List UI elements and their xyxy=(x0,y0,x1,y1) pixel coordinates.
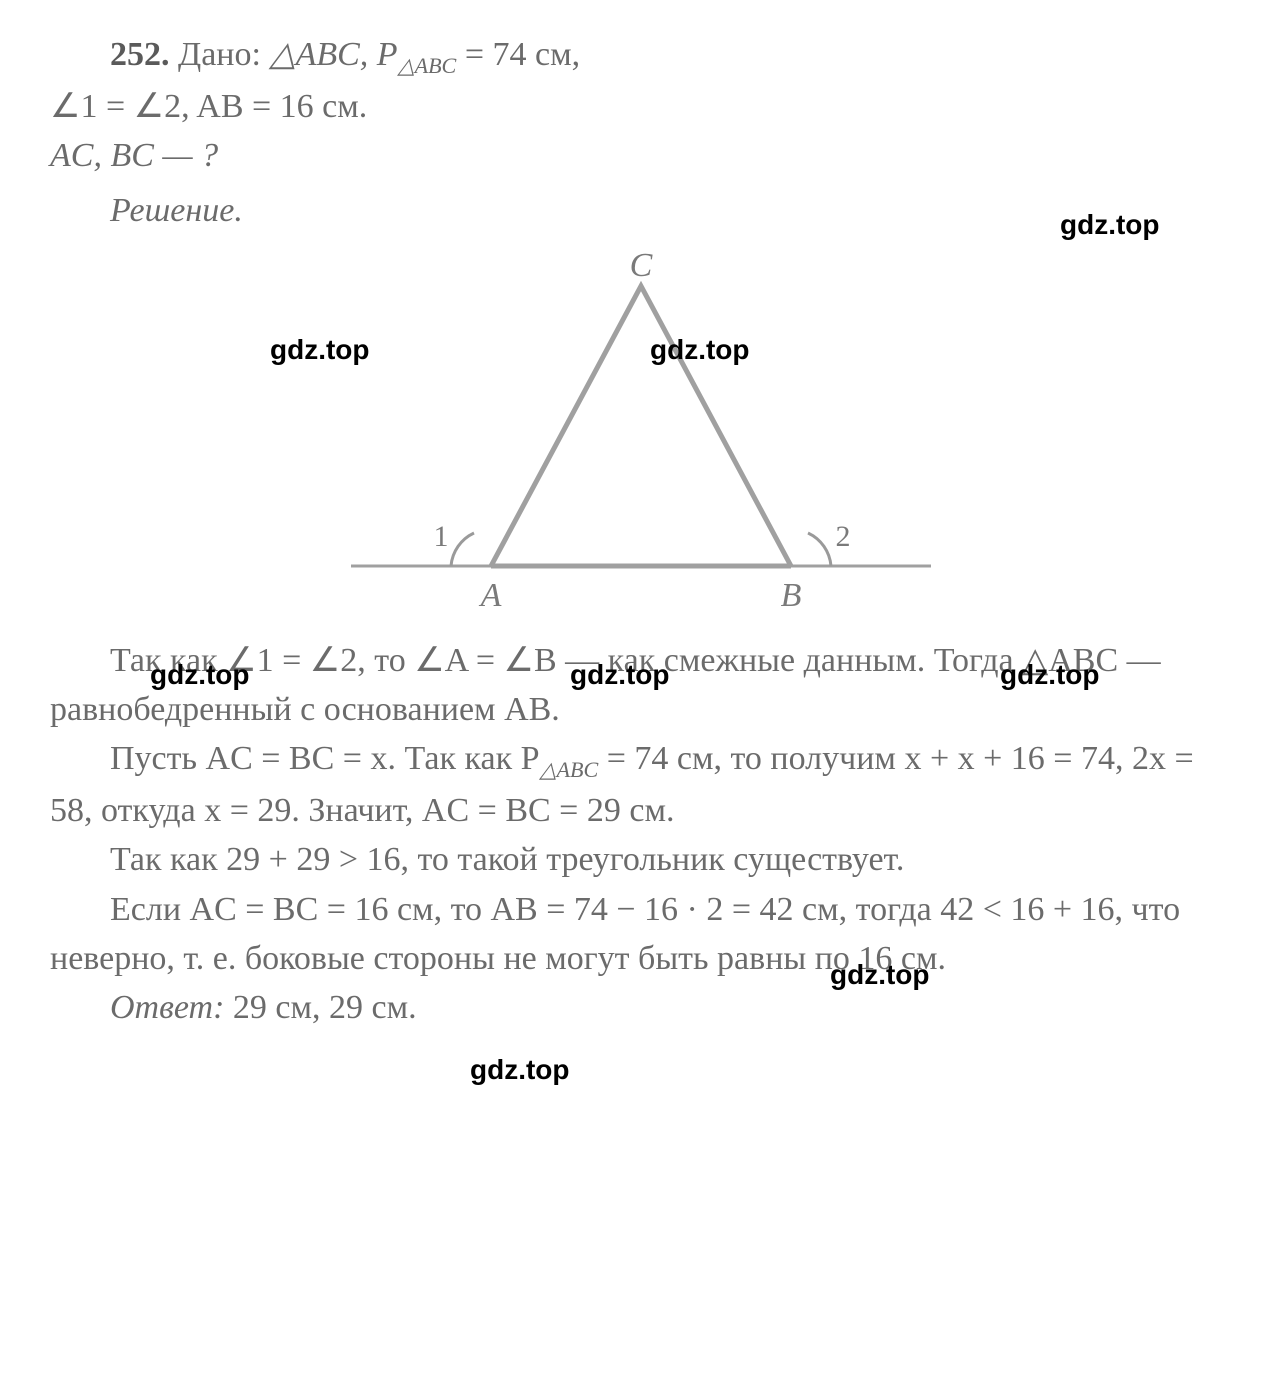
given-label: Дано: xyxy=(178,36,261,73)
answer-label: Ответ: xyxy=(110,989,224,1026)
paragraph-4: Если AC = BC = 16 см, то AB = 74 − 16 · … xyxy=(50,885,1231,984)
angle-arc-1 xyxy=(451,533,474,566)
watermark: gdz.top xyxy=(650,330,750,371)
watermark: gdz.top xyxy=(150,655,250,696)
vertex-c-label: C xyxy=(629,247,652,284)
given-sub-1: △ABC xyxy=(398,53,457,78)
given-text-1b: = 74 см, xyxy=(456,36,580,73)
watermark: gdz.top xyxy=(570,655,670,696)
watermark: gdz.top xyxy=(830,955,930,996)
watermark: gdz.top xyxy=(270,330,370,371)
given-block: 252. Дано: △ABC, P△ABC = 74 см, xyxy=(110,30,1231,82)
problem-number: 252. xyxy=(110,36,170,73)
triangle-figure: C A B 1 2 xyxy=(291,246,991,626)
triangle-sides xyxy=(491,286,791,566)
given-text-1a: △ABC, P xyxy=(269,36,397,73)
para2-sub: △ABC xyxy=(540,757,599,782)
angle-arc-2 xyxy=(808,533,831,566)
given-line-3: AC, BC — ? xyxy=(50,131,1231,180)
content-container: gdz.top gdz.top gdz.top gdz.top gdz.top … xyxy=(50,30,1231,1033)
paragraph-3: Так как 29 + 29 > 16, то такой треугольн… xyxy=(50,835,1231,884)
vertex-a-label: A xyxy=(478,577,501,614)
watermark: gdz.top xyxy=(1060,205,1160,246)
watermark: gdz.top xyxy=(1000,655,1100,696)
paragraph-2: Пусть AC = BC = x. Так как P△ABC = 74 см… xyxy=(50,734,1231,835)
para2-a: Пусть AC = BC = x. Так как P xyxy=(110,740,540,777)
vertex-b-label: B xyxy=(780,577,801,614)
given-line-2: ∠1 = ∠2, AB = 16 см. xyxy=(50,82,1231,131)
answer-line: Ответ: 29 см, 29 см. xyxy=(50,983,1231,1032)
answer-value: 29 см, 29 см. xyxy=(224,989,416,1026)
angle-1-label: 1 xyxy=(433,520,448,553)
angle-2-label: 2 xyxy=(835,520,850,553)
watermark: gdz.top xyxy=(470,1050,570,1091)
solution-label: Решение. xyxy=(50,186,1231,235)
